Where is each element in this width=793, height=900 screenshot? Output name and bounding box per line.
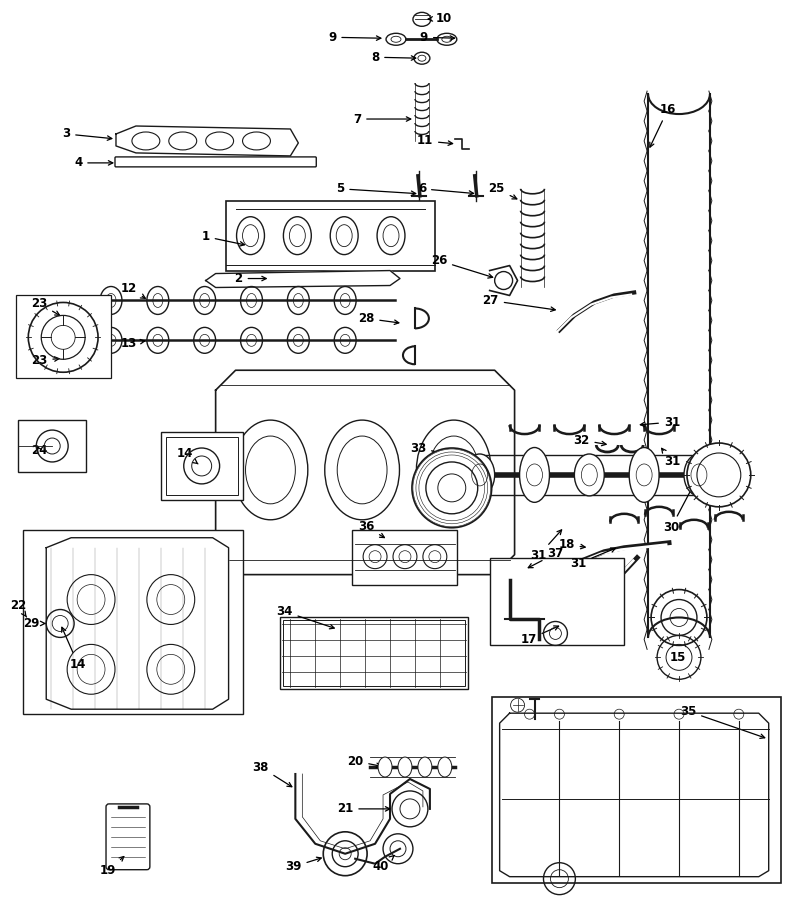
Ellipse shape	[519, 447, 550, 502]
Ellipse shape	[437, 33, 457, 45]
Text: 11: 11	[417, 134, 453, 148]
Text: 18: 18	[558, 538, 585, 551]
Polygon shape	[205, 271, 400, 287]
Bar	[23, 530, 243, 715]
Ellipse shape	[684, 454, 714, 496]
Ellipse shape	[386, 33, 406, 45]
Text: 25: 25	[488, 183, 517, 199]
Text: 31: 31	[570, 548, 615, 570]
Text: 6: 6	[418, 183, 473, 195]
Ellipse shape	[378, 757, 392, 777]
Text: 27: 27	[483, 294, 555, 311]
Text: 30: 30	[663, 479, 697, 535]
Text: 12: 12	[121, 282, 145, 298]
Polygon shape	[116, 126, 298, 156]
Text: 37: 37	[528, 547, 564, 568]
Ellipse shape	[442, 36, 452, 42]
Text: 34: 34	[276, 605, 334, 629]
Bar	[161, 432, 243, 500]
Ellipse shape	[418, 55, 426, 61]
Text: 19: 19	[100, 857, 124, 878]
Text: 5: 5	[336, 183, 416, 195]
Text: 24: 24	[31, 444, 48, 456]
Text: 23: 23	[31, 354, 59, 367]
Bar	[281, 617, 468, 689]
Bar	[18, 420, 86, 472]
Text: 4: 4	[74, 157, 113, 169]
Text: 22: 22	[10, 599, 27, 617]
Ellipse shape	[413, 13, 431, 26]
Ellipse shape	[438, 757, 452, 777]
Text: 17: 17	[520, 626, 558, 646]
Text: 20: 20	[347, 754, 381, 768]
Text: 10: 10	[428, 12, 452, 25]
Text: 1: 1	[201, 230, 244, 246]
Text: 39: 39	[285, 857, 321, 873]
Ellipse shape	[391, 36, 401, 42]
Bar	[17, 295, 111, 378]
Polygon shape	[216, 370, 515, 574]
Polygon shape	[500, 713, 768, 877]
Ellipse shape	[574, 454, 604, 496]
Bar	[283, 620, 465, 687]
Circle shape	[412, 448, 492, 527]
Text: 9: 9	[328, 31, 381, 44]
Text: 38: 38	[252, 760, 292, 787]
Ellipse shape	[465, 454, 495, 496]
Ellipse shape	[629, 447, 659, 502]
Text: 16: 16	[649, 103, 676, 148]
Bar	[492, 698, 780, 883]
FancyBboxPatch shape	[115, 157, 316, 166]
Ellipse shape	[398, 757, 412, 777]
Text: 13: 13	[121, 337, 145, 350]
Text: 31: 31	[640, 416, 680, 428]
Bar	[489, 558, 624, 645]
Bar	[225, 201, 435, 271]
Text: 33: 33	[410, 442, 448, 455]
Text: 3: 3	[62, 128, 112, 140]
Text: 21: 21	[337, 803, 390, 815]
Circle shape	[687, 443, 751, 507]
Text: 9: 9	[419, 31, 454, 44]
Text: 32: 32	[573, 434, 606, 446]
Polygon shape	[46, 537, 228, 709]
Text: 35: 35	[680, 705, 764, 738]
Text: 29: 29	[23, 617, 45, 630]
Bar	[166, 437, 238, 495]
Text: 8: 8	[371, 50, 416, 64]
Text: 7: 7	[353, 112, 411, 125]
Text: 15: 15	[670, 651, 686, 664]
Text: 14: 14	[62, 627, 86, 670]
Text: 28: 28	[358, 312, 399, 325]
Text: 14: 14	[177, 447, 198, 464]
Text: 31: 31	[661, 448, 680, 469]
Text: 40: 40	[373, 855, 394, 873]
FancyBboxPatch shape	[106, 804, 150, 869]
Ellipse shape	[414, 52, 430, 64]
Text: 31: 31	[531, 530, 561, 562]
Bar	[352, 530, 457, 585]
Text: 2: 2	[235, 272, 266, 285]
Text: 23: 23	[31, 297, 59, 315]
Text: 36: 36	[358, 520, 385, 537]
Ellipse shape	[418, 757, 432, 777]
Text: 26: 26	[431, 254, 492, 278]
